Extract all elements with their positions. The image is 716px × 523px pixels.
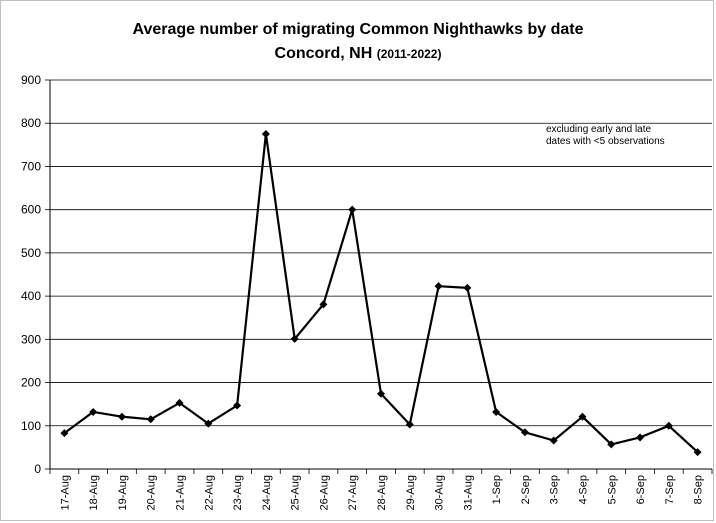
x-tick-label: 4-Sep [577, 475, 589, 504]
x-tick-label: 7-Sep [664, 475, 676, 504]
data-point [405, 420, 414, 429]
y-tick-label: 600 [21, 203, 41, 217]
x-tick-label: 26-Aug [318, 475, 330, 510]
x-tick-label: 8-Sep [693, 475, 705, 504]
x-tick-label: 24-Aug [261, 475, 273, 510]
series-line [63, 132, 699, 453]
x-tick-label: 25-Aug [290, 475, 302, 510]
y-tick-label: 500 [21, 246, 41, 260]
data-point [261, 130, 270, 139]
data-point [319, 300, 328, 309]
data-point [693, 448, 702, 457]
data-point [146, 415, 155, 424]
y-tick-label: 300 [21, 332, 41, 346]
x-tick-label: 22-Aug [203, 475, 215, 510]
x-tick-label: 2-Sep [520, 475, 532, 504]
data-point [463, 283, 472, 292]
y-tick-label: 200 [21, 376, 41, 390]
data-point [434, 282, 443, 291]
data-point [89, 407, 98, 416]
data-point [520, 428, 529, 437]
data-point [60, 429, 69, 438]
chart-subtitle-location: Concord, NH [274, 45, 373, 62]
x-tick-label: 21-Aug [175, 475, 187, 510]
data-point [607, 440, 616, 449]
y-tick-label: 900 [21, 73, 41, 87]
data-point [175, 398, 184, 407]
x-tick-label: 1-Sep [491, 475, 503, 504]
data-point [492, 407, 501, 416]
annotation-note: excluding early and late [546, 124, 652, 135]
x-tick-label: 5-Sep [606, 475, 618, 504]
x-tick-label: 3-Sep [549, 475, 561, 504]
x-tick-label: 30-Aug [434, 475, 446, 510]
x-tick-label: 17-Aug [59, 475, 71, 510]
chart-subtitle: Concord, NH (2011-2022) [0, 42, 716, 66]
annotation-note: dates with <5 observations [546, 136, 665, 147]
x-tick-label: 20-Aug [146, 475, 158, 510]
x-tick-label: 27-Aug [347, 475, 359, 510]
y-tick-label: 800 [21, 116, 41, 130]
data-point [204, 419, 213, 428]
y-tick-label: 700 [21, 159, 41, 173]
data-point [117, 412, 126, 421]
data-point [377, 389, 385, 398]
data-point [348, 205, 357, 214]
x-tick-label: 29-Aug [405, 475, 417, 510]
data-point [664, 421, 673, 430]
x-tick-label: 19-Aug [117, 475, 129, 510]
x-tick-label: 28-Aug [376, 475, 388, 510]
x-tick-label: 6-Sep [635, 475, 647, 504]
chart-subtitle-years: (2011-2022) [376, 47, 442, 61]
data-point [636, 433, 645, 442]
x-tick-label: 23-Aug [232, 475, 244, 510]
data-point [290, 334, 299, 343]
y-tick-label: 400 [21, 289, 41, 303]
chart-title: Average number of migrating Common Night… [132, 21, 584, 38]
data-point [549, 436, 558, 445]
chart-title-block: Average number of migrating Common Night… [0, 18, 716, 66]
data-point [578, 412, 587, 421]
x-tick-label: 31-Aug [462, 475, 474, 510]
data-point [233, 401, 242, 410]
y-tick-label: 0 [34, 462, 41, 476]
y-tick-label: 100 [21, 419, 41, 433]
x-tick-label: 18-Aug [88, 475, 100, 510]
